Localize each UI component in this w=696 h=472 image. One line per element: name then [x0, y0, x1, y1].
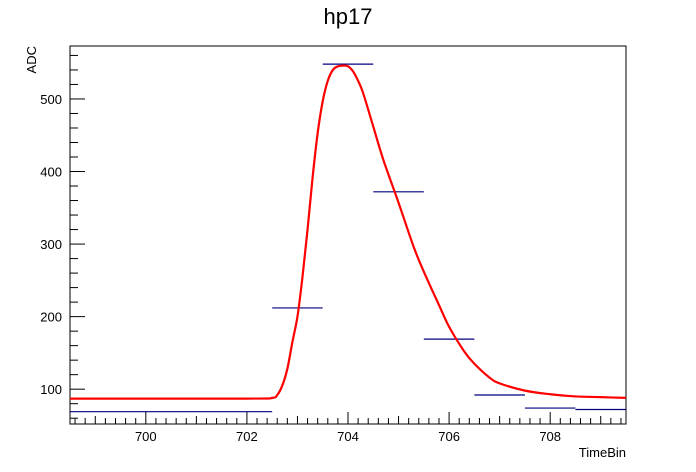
x-tick-label: 704 [337, 429, 359, 444]
x-tick-label: 708 [539, 429, 561, 444]
y-tick-label: 100 [40, 382, 62, 397]
y-tick-label: 400 [40, 165, 62, 180]
y-tick-label: 300 [40, 237, 62, 252]
x-tick-label: 706 [438, 429, 460, 444]
y-axis-ticks: 100 200 300 400 500 [40, 54, 85, 419]
histogram-bins [70, 63, 626, 413]
x-tick-label: 700 [135, 429, 157, 444]
y-axis-title: ADC [24, 46, 39, 73]
y-tick-label: 500 [40, 92, 62, 107]
chart-title: hp17 [324, 4, 373, 29]
x-axis-title: TimeBin [579, 445, 626, 460]
y-tick-label: 200 [40, 310, 62, 325]
x-tick-label: 702 [236, 429, 258, 444]
fit-curve [69, 64, 627, 400]
x-axis-ticks: 700 702 704 706 708 [74, 412, 622, 444]
